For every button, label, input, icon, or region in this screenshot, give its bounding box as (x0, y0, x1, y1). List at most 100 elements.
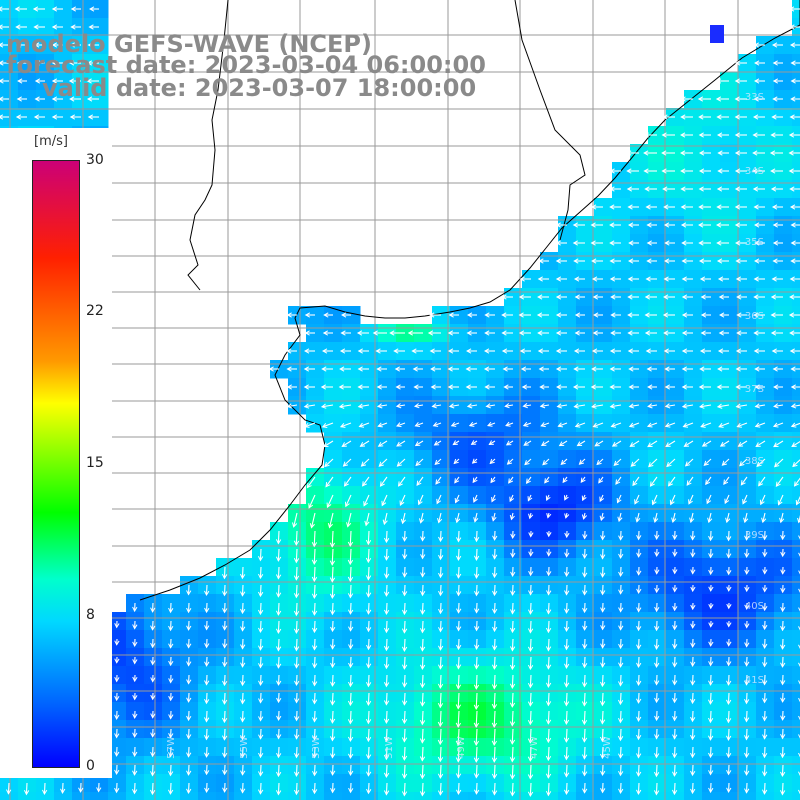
wind-arrow (762, 566, 768, 575)
wind-arrow (466, 312, 477, 318)
wind-arrow (771, 348, 783, 354)
wind-cell (666, 432, 685, 451)
wind-arrow (437, 764, 444, 779)
wind-cell (702, 324, 721, 343)
wind-arrow (240, 620, 246, 632)
wind-arrow (286, 384, 297, 390)
wind-arrow (168, 746, 174, 758)
wind-arrow (240, 746, 246, 759)
colorbar-tick-15: 15 (86, 455, 104, 471)
wind-arrow (788, 150, 800, 156)
wind-cell (558, 234, 577, 253)
wind-cell (774, 234, 793, 253)
wind-cell (468, 378, 487, 397)
wind-arrow (790, 422, 800, 428)
wind-arrow (610, 294, 621, 300)
wind-arrow (661, 168, 675, 174)
wind-arrow (394, 366, 405, 372)
wind-arrow (472, 476, 478, 484)
wind-arrow (790, 60, 800, 66)
wind-arrow (455, 674, 462, 690)
wind-arrow (680, 132, 693, 138)
wind-arrow (293, 782, 300, 796)
wind-arrow (542, 458, 550, 466)
wind-arrow (114, 656, 120, 664)
wind-cell (306, 378, 325, 397)
wind-arrow (690, 584, 696, 593)
wind-cell (702, 198, 721, 217)
wind-cell (0, 36, 19, 55)
wind-cell (540, 450, 559, 469)
wind-arrow (484, 384, 495, 390)
wind-arrow (168, 602, 174, 614)
wind-arrow (239, 566, 246, 580)
wind-arrow (591, 366, 603, 372)
wind-arrow (780, 566, 786, 575)
wind-cell (612, 252, 631, 271)
wind-arrow (60, 782, 66, 794)
wind-cell (756, 126, 775, 145)
wind-arrow (447, 366, 459, 372)
wind-cell (720, 378, 739, 397)
wind-arrow (312, 728, 318, 741)
wind-cell (666, 234, 685, 253)
wind-cell (702, 288, 721, 307)
wind-arrow (375, 348, 387, 354)
wind-cell (288, 360, 307, 379)
wind-arrow (772, 78, 783, 84)
wind-arrow (780, 638, 786, 650)
wind-cell (720, 324, 739, 343)
wind-arrow (381, 494, 388, 507)
wind-arrow (591, 276, 603, 282)
wind-arrow (734, 204, 747, 210)
wind-arrow (456, 548, 462, 562)
wind-arrow (320, 403, 334, 409)
wind-arrow (744, 638, 750, 648)
wind-arrow (627, 294, 639, 300)
wind-arrow (681, 384, 693, 390)
wind-arrow (600, 638, 606, 649)
wind-arrow (735, 384, 747, 390)
wind-arrow (257, 602, 264, 616)
wind-arrow (735, 276, 747, 282)
wind-cell (522, 288, 541, 307)
wind-arrow (419, 710, 426, 726)
wind-arrow (661, 132, 675, 138)
wind-cell (738, 54, 757, 73)
wind-arrow (286, 312, 297, 318)
wind-arrow (491, 728, 498, 747)
wind-arrow (455, 764, 462, 779)
wind-arrow (437, 512, 443, 524)
wind-arrow (491, 710, 498, 729)
wind-arrow (455, 710, 462, 729)
wind-arrow (690, 746, 696, 759)
wind-cell (324, 360, 343, 379)
wind-arrow (690, 566, 696, 575)
wind-arrow (258, 620, 264, 634)
wind-arrow (560, 458, 568, 466)
wind-cell (756, 216, 775, 235)
wind-arrow (654, 638, 660, 650)
wind-arrow (773, 403, 784, 409)
wind-arrow (330, 620, 336, 633)
wind-cell (684, 252, 703, 271)
wind-arrow (788, 312, 800, 318)
wind-cell (504, 792, 523, 800)
wind-cell (702, 90, 721, 109)
wind-cell (360, 396, 379, 415)
wind-arrow (662, 114, 675, 120)
wind-arrow (643, 168, 657, 174)
wind-cell (504, 360, 523, 379)
wind-cell (576, 432, 595, 451)
wind-arrow (168, 692, 174, 702)
wind-arrow (653, 512, 659, 523)
wind-cell (576, 306, 595, 325)
wind-arrow (68, 78, 81, 84)
wind-arrow (347, 674, 354, 688)
wind-cell (774, 54, 793, 73)
wind-arrow (719, 312, 729, 318)
wind-arrow (618, 782, 624, 794)
wind-arrow (114, 728, 120, 739)
wind-arrow (527, 494, 533, 502)
wind-arrow (506, 458, 514, 465)
